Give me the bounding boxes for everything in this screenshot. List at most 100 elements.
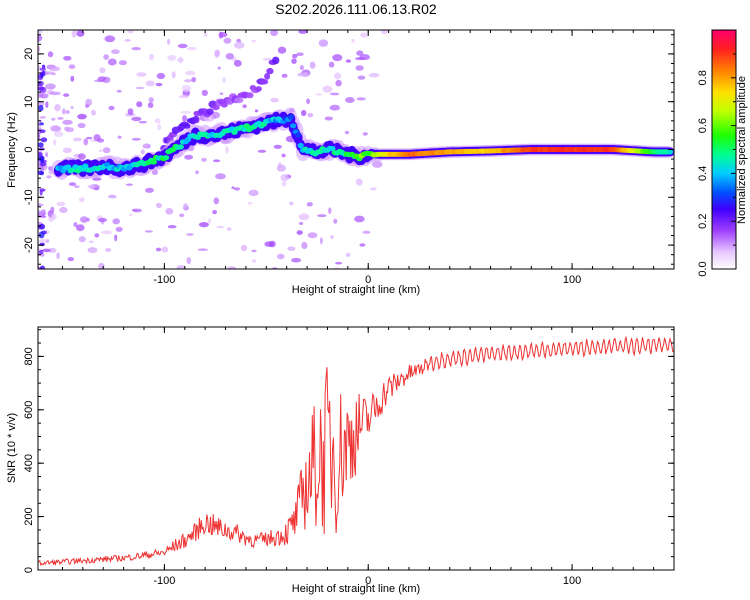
noise-blob: [70, 75, 75, 82]
x-tick-label: 0: [365, 274, 371, 286]
noise-blob: [45, 152, 49, 158]
noise-blob: [154, 118, 161, 124]
noise-blob: [357, 75, 366, 80]
noise-blob: [222, 77, 227, 83]
noise-blob: [225, 53, 234, 60]
noise-blob: [273, 144, 282, 149]
noise-blob: [213, 159, 221, 163]
snr-x-label: Height of straight line (km): [292, 583, 420, 595]
noise-blob: [38, 80, 44, 87]
noise-blob: [270, 30, 278, 36]
noise-blob: [38, 152, 43, 157]
noise-blob: [178, 94, 189, 99]
noise-blob: [233, 59, 242, 67]
noise-blob: [195, 170, 199, 175]
noise-blob: [63, 55, 72, 61]
noise-blob: [124, 39, 131, 42]
noise-blob: [67, 257, 75, 262]
noise-blob: [59, 207, 68, 213]
ridge: [51, 107, 674, 180]
noise-blob: [345, 59, 351, 63]
ridge-core: [150, 159, 157, 165]
noise-blob: [38, 34, 43, 42]
noise-blob: [91, 109, 96, 116]
noise-blob: [131, 47, 142, 51]
noise-blob: [38, 231, 45, 239]
noise-blob: [359, 243, 366, 247]
noise-blob: [268, 240, 276, 248]
noise-blob: [296, 52, 304, 56]
noise-blob: [56, 201, 66, 206]
noise-blob: [346, 252, 351, 257]
noise-blob: [42, 248, 51, 253]
snr-plot: -100 0 100 0 200 400 600 800 Height of straight…: [6, 326, 675, 595]
noise-blob: [51, 117, 56, 121]
noise-blob: [355, 178, 363, 186]
noise-blob: [115, 226, 123, 232]
noise-blob: [39, 171, 44, 176]
noise-blob: [329, 104, 341, 111]
noise-blob: [38, 86, 45, 91]
noise-blob: [40, 137, 48, 143]
noise-blob: [135, 86, 145, 90]
noise-blob: [71, 30, 77, 38]
noise-blob: [185, 70, 196, 76]
colorbar-tick-label: 0.8: [697, 70, 709, 85]
secondary-blob: [255, 86, 262, 92]
noise-blob: [177, 43, 188, 49]
noise-blob: [322, 85, 333, 93]
noise-blob: [262, 57, 273, 61]
snr-marks: [38, 335, 674, 567]
noise-blob: [345, 97, 355, 103]
noise-blob: [111, 49, 120, 55]
noise-blob: [144, 230, 153, 233]
noise-blob: [309, 61, 316, 69]
noise-blob: [306, 202, 313, 207]
noise-blob: [38, 142, 44, 148]
noise-blob: [155, 82, 163, 87]
noise-blob: [296, 230, 303, 236]
noise-blob: [344, 130, 350, 135]
noise-blob: [335, 261, 343, 265]
colorbar-gradient: [712, 30, 736, 269]
noise-blob: [242, 104, 247, 109]
noise-blob: [126, 183, 133, 186]
noise-blob: [291, 257, 302, 263]
noise-blob: [62, 147, 72, 154]
noise-blob: [50, 206, 55, 213]
noise-blob: [289, 201, 294, 206]
noise-blob: [355, 65, 364, 71]
noise-blob: [167, 38, 171, 45]
noise-blob: [330, 235, 334, 239]
noise-blob: [298, 30, 308, 34]
noise-blob: [38, 203, 44, 207]
colorbar-label: Normalized spectral amplitude: [736, 76, 748, 224]
noise-blob: [236, 38, 241, 43]
noise-blob: [247, 201, 253, 205]
spectrogram-y-label: Frequency (Hz): [6, 112, 18, 188]
noise-blob: [144, 143, 148, 148]
colorbar-tick-label: 0.0: [697, 261, 709, 276]
noise-blob: [76, 224, 85, 232]
secondary-blob: [266, 67, 274, 75]
noise-blob: [108, 194, 117, 199]
noise-blob: [324, 116, 333, 121]
y-tick-label: 800: [23, 347, 35, 365]
noise-blob: [38, 163, 41, 169]
noise-blob: [184, 79, 192, 83]
noise-blob: [98, 149, 103, 153]
noise-blob: [287, 246, 296, 251]
noise-blob: [145, 80, 155, 87]
noise-blob: [117, 135, 122, 139]
noise-blob: [62, 119, 73, 125]
noise-blob: [307, 232, 318, 239]
noise-blob: [40, 215, 47, 218]
noise-blob: [179, 213, 185, 218]
y-tick-label: 600: [23, 401, 35, 419]
noise-blob: [129, 213, 133, 217]
noise-blob: [151, 169, 158, 175]
y-tick-label: 0: [23, 146, 35, 152]
noise-blob: [181, 84, 192, 92]
noise-blob: [201, 157, 207, 162]
